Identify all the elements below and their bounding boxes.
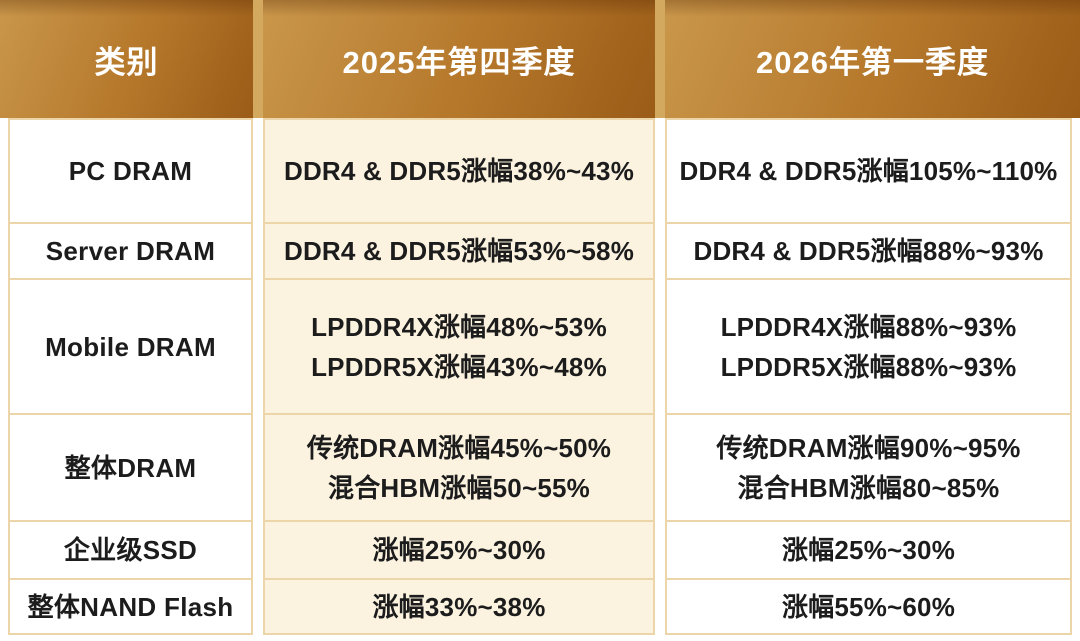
value-cell: 涨幅33%~38% <box>265 578 653 633</box>
header-q1-2026: 2026年第一季度 <box>665 0 1080 118</box>
header-q4-2025: 2025年第四季度 <box>263 0 655 118</box>
category-cell: 整体DRAM <box>10 413 251 520</box>
value-cell: 涨幅25%~30% <box>667 520 1070 578</box>
value-cell: DDR4 & DDR5涨幅53%~58% <box>265 222 653 278</box>
category-cell: 企业级SSD <box>10 520 251 578</box>
category-cell: 整体NAND Flash <box>10 578 251 633</box>
column-category: PC DRAM Server DRAM Mobile DRAM 整体DRAM 企… <box>8 118 253 635</box>
column-q4-2025: DDR4 & DDR5涨幅38%~43% DDR4 & DDR5涨幅53%~58… <box>263 118 655 635</box>
value-cell: DDR4 & DDR5涨幅88%~93% <box>667 222 1070 278</box>
value-cell: 涨幅55%~60% <box>667 578 1070 633</box>
value-cell: LPDDR4X涨幅48%~53% LPDDR5X涨幅43%~48% <box>265 278 653 413</box>
header-category: 类别 <box>0 0 253 118</box>
value-cell: 涨幅25%~30% <box>265 520 653 578</box>
category-cell: Server DRAM <box>10 222 251 278</box>
value-cell: LPDDR4X涨幅88%~93% LPDDR5X涨幅88%~93% <box>667 278 1070 413</box>
table-header-row: 类别 2025年第四季度 2026年第一季度 <box>0 0 1080 118</box>
table-body: PC DRAM Server DRAM Mobile DRAM 整体DRAM 企… <box>8 118 1072 635</box>
category-cell: PC DRAM <box>68 156 193 186</box>
value-cell: 传统DRAM涨幅90%~95% 混合HBM涨幅80~85% <box>667 413 1070 520</box>
category-cell: Mobile DRAM <box>10 278 251 413</box>
value-cell: 传统DRAM涨幅45%~50% 混合HBM涨幅50~55% <box>265 413 653 520</box>
value-cell: DDR4 & DDR5涨幅105%~110% <box>679 156 1058 186</box>
value-cell: DDR4 & DDR5涨幅38%~43% <box>283 156 635 186</box>
column-q1-2026: DDR4 & DDR5涨幅105%~110% DDR4 & DDR5涨幅88%~… <box>665 118 1072 635</box>
